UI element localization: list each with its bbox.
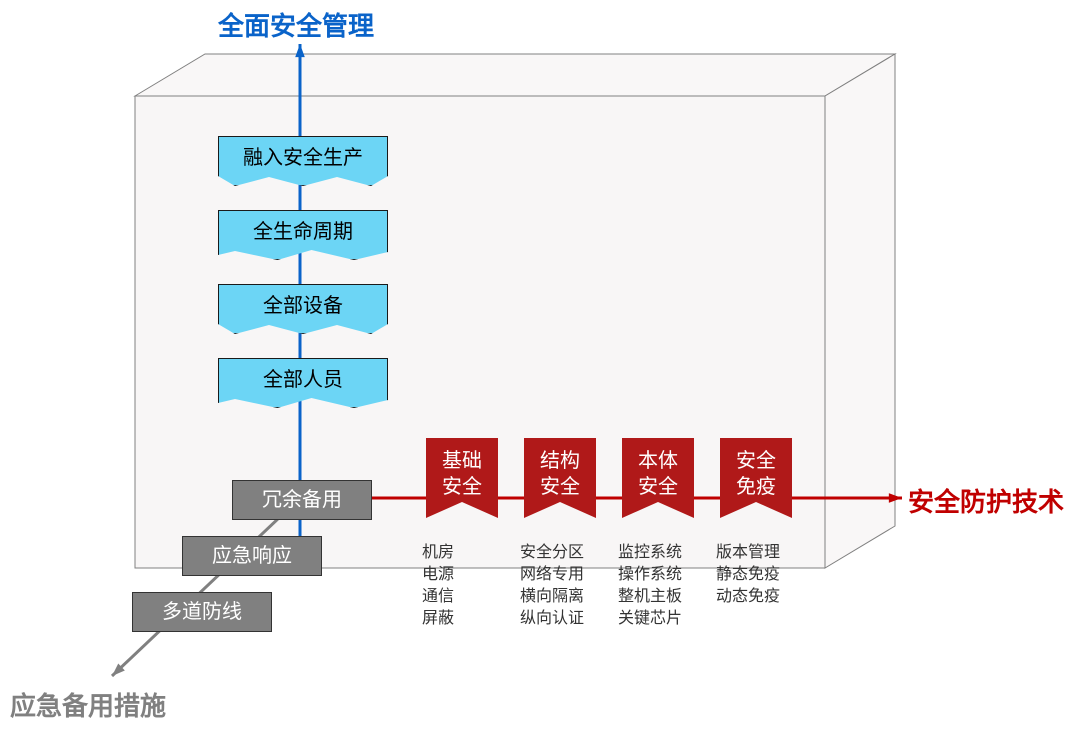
axis-y-label: 全面安全管理 xyxy=(218,6,374,43)
red-bullets-2: 监控系统操作系统整机主板关键芯片 xyxy=(618,542,708,630)
red-bullets-0: 机房电源通信屏蔽 xyxy=(422,542,512,630)
vertical-box-3: 全部人员 xyxy=(218,358,388,408)
grey-box-2: 多道防线 xyxy=(132,592,272,632)
red-bullets-1: 安全分区网络专用横向隔离纵向认证 xyxy=(520,542,610,630)
vertical-box-0: 融入安全生产 xyxy=(218,136,388,186)
grey-box-1: 应急响应 xyxy=(182,536,322,576)
grey-box-0: 冗余备用 xyxy=(232,480,372,520)
red-bullets-3: 版本管理静态免疫动态免疫 xyxy=(716,542,806,608)
axis-z-label: 应急备用措施 xyxy=(10,686,166,723)
axis-x-label: 安全防护技术 xyxy=(908,482,1064,519)
vertical-box-2: 全部设备 xyxy=(218,284,388,334)
vertical-box-1: 全生命周期 xyxy=(218,210,388,260)
